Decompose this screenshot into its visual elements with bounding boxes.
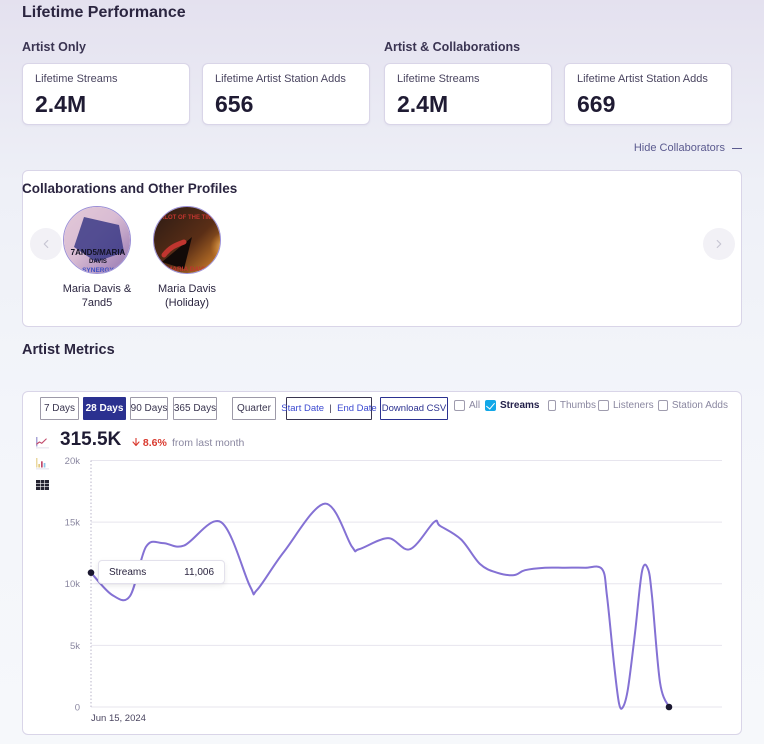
- svg-text:20k: 20k: [65, 456, 81, 467]
- svg-text:0: 0: [75, 703, 80, 714]
- svg-text:SYNERGY: SYNERGY: [82, 267, 114, 274]
- svg-text:15k: 15k: [65, 518, 81, 529]
- svg-text:10k: 10k: [65, 579, 81, 590]
- svg-text:7AND5/MARIA: 7AND5/MARIA: [71, 248, 126, 257]
- svg-text:DAVIS: DAVIS: [89, 259, 107, 265]
- svg-text:MARIA DAVIS: MARIA DAVIS: [167, 266, 210, 273]
- svg-text:ALOT OF THE TIME: ALOT OF THE TIME: [160, 215, 216, 221]
- svg-text:5k: 5k: [70, 641, 80, 652]
- svg-text:Jun 15, 2024: Jun 15, 2024: [91, 713, 146, 724]
